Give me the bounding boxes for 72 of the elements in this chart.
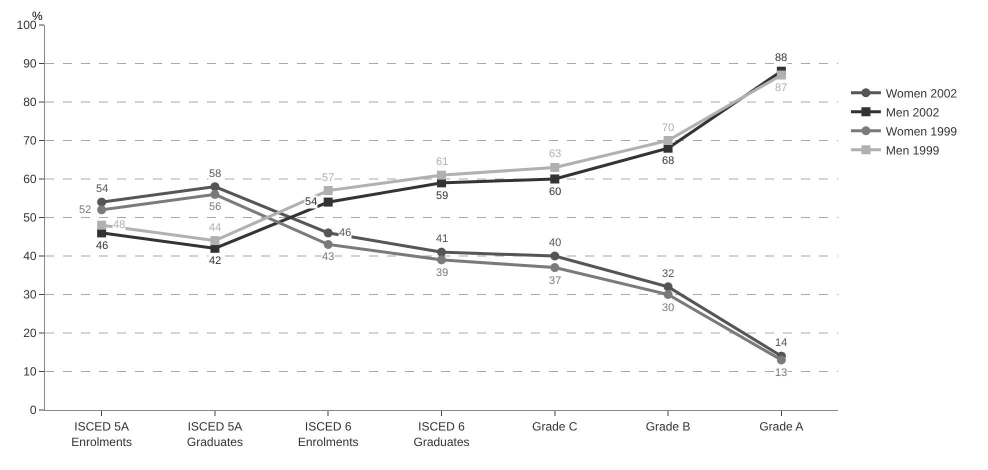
data-label: 56 [209, 201, 222, 213]
point [776, 70, 786, 80]
y-tick-label: 30 [23, 288, 37, 302]
point [210, 236, 220, 246]
data-label: 39 [436, 267, 448, 279]
x-tick-label: ISCED 6 Graduates [413, 419, 470, 449]
data-label: 30 [662, 302, 674, 314]
point [210, 182, 220, 192]
y-tick-label: 10 [23, 364, 37, 379]
data-label: 52 [79, 204, 92, 216]
legend-label: Women 2002 [886, 86, 958, 100]
y-tick-label: 80 [23, 95, 37, 110]
point [550, 174, 560, 184]
point [664, 290, 673, 299]
data-label: 54 [305, 196, 318, 208]
point [664, 282, 673, 292]
data-label: 54 [96, 183, 108, 195]
point [437, 170, 446, 180]
legend-label: Men 2002 [886, 105, 940, 120]
data-label: 41 [436, 233, 448, 245]
data-label: 13 [775, 367, 788, 379]
data-label: 44 [209, 222, 222, 234]
point [324, 186, 333, 196]
data-label: 14 [775, 337, 788, 349]
data-label: 43 [322, 251, 334, 263]
point [97, 220, 106, 230]
y-tick-label: 20 [23, 326, 37, 340]
y-tick-label: 50 [23, 210, 37, 225]
point [776, 355, 786, 364]
data-label: 48 [113, 219, 126, 231]
legend-label: Men 1999 [886, 143, 940, 158]
data-label: 37 [549, 275, 562, 287]
data-label: 60 [549, 186, 562, 198]
data-label: 32 [662, 268, 674, 280]
data-label: 63 [549, 148, 562, 160]
data-label: 87 [775, 82, 788, 94]
data-label: 59 [436, 190, 448, 202]
data-label: 46 [96, 240, 108, 252]
x-tick-label: Grade B [646, 419, 690, 434]
y-tick-label: 100 [16, 18, 37, 32]
data-label: 68 [662, 155, 674, 167]
point [324, 240, 333, 249]
point [550, 263, 560, 272]
x-tick-label: ISCED 5A Graduates [186, 419, 243, 449]
point [437, 248, 446, 257]
x-tick-label: Grade C [532, 419, 578, 434]
point [664, 136, 673, 145]
point [210, 190, 220, 199]
x-tick-label: ISCED 5A Enrolments [71, 419, 132, 449]
point [324, 198, 333, 207]
point [324, 228, 333, 238]
data-label: 57 [322, 172, 334, 184]
y-tick-label: 60 [23, 172, 37, 186]
x-tick-label: ISCED 6 Enrolments [298, 419, 359, 449]
data-label: 61 [436, 156, 448, 168]
point [550, 162, 560, 172]
data-label: 46 [339, 227, 352, 239]
point [550, 252, 560, 260]
data-label: 40 [549, 237, 562, 249]
x-tick-label: Grade A [759, 419, 804, 434]
y-tick-label: 40 [23, 249, 37, 264]
data-label: 42 [209, 255, 222, 267]
y-tick-label: 70 [23, 134, 37, 148]
legend-label: Women 1999 [886, 124, 958, 138]
data-label: 70 [662, 122, 674, 134]
y-tick-label: 90 [23, 56, 37, 71]
data-label: 58 [209, 168, 222, 180]
point [97, 198, 106, 207]
y-tick-label: 0 [30, 403, 37, 418]
point [97, 205, 106, 214]
data-label: 88 [775, 52, 788, 64]
point [437, 255, 446, 264]
